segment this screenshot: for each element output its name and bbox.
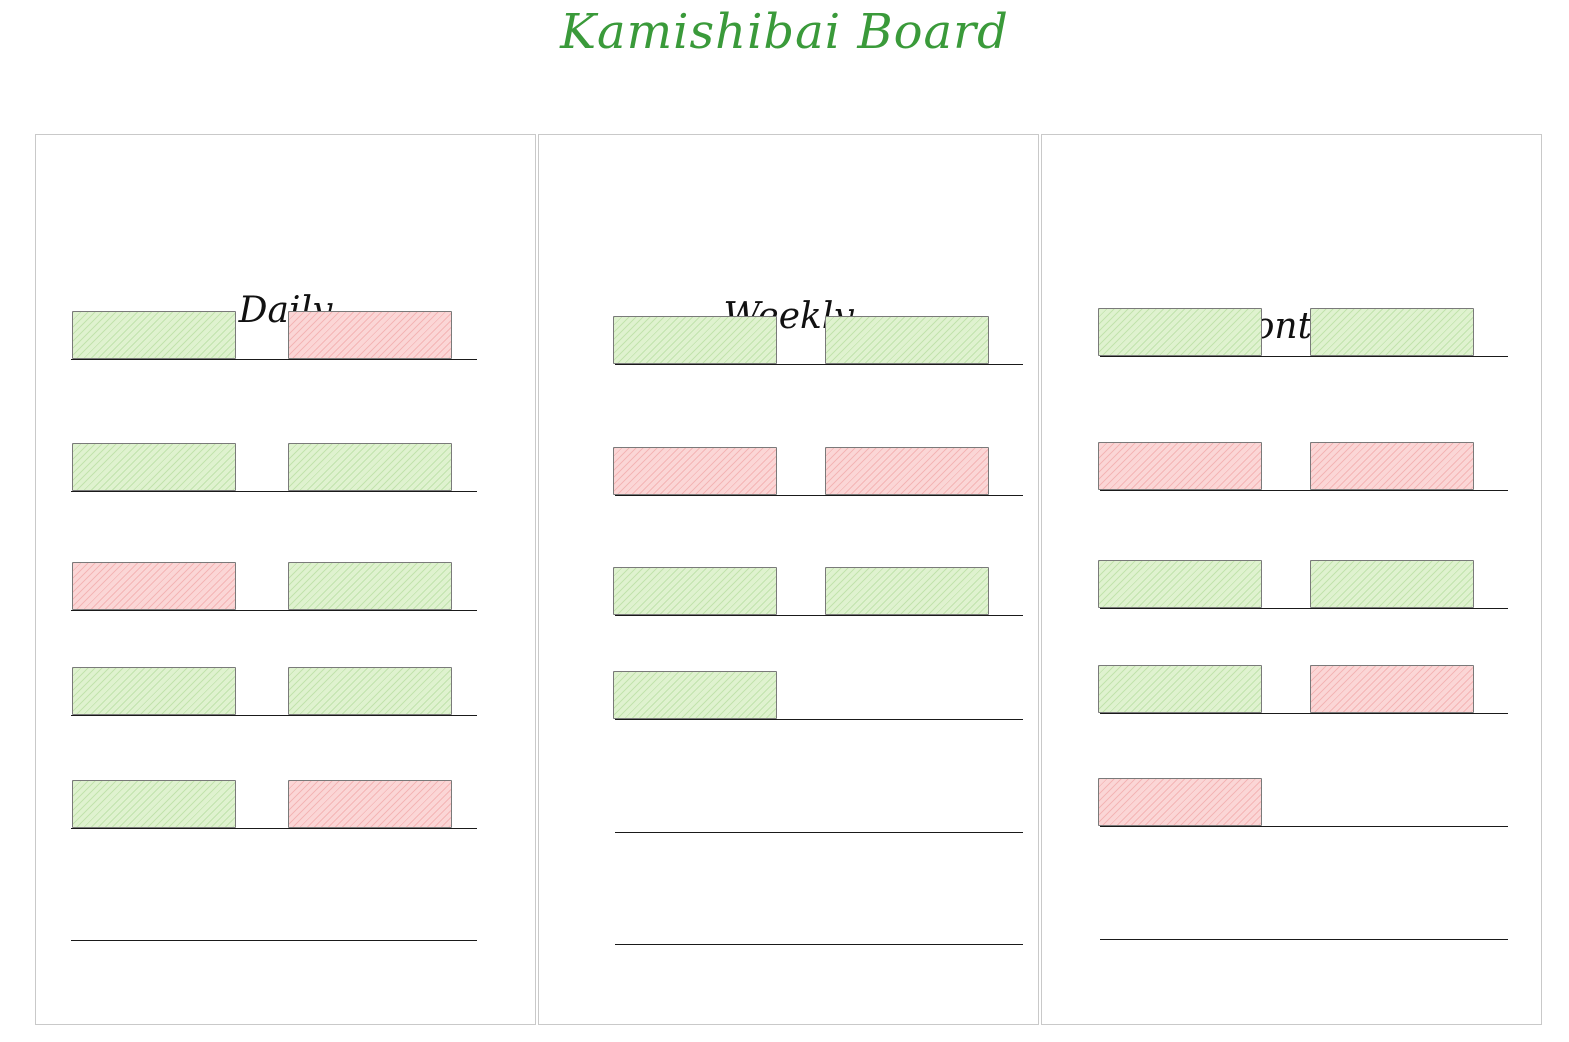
weekly-task-card-done[interactable] xyxy=(613,567,777,615)
monthly-row-line xyxy=(1100,608,1508,609)
monthly-row-line xyxy=(1100,939,1508,940)
monthly-row-line xyxy=(1100,356,1508,357)
daily-row-line xyxy=(71,359,477,360)
weekly-task-card-done[interactable] xyxy=(825,316,989,364)
column-daily: Daily xyxy=(35,134,536,1025)
monthly-task-card-not-done[interactable] xyxy=(1098,442,1262,490)
weekly-row-line xyxy=(615,832,1023,833)
weekly-row-line xyxy=(615,495,1023,496)
monthly-task-card-done[interactable] xyxy=(1098,560,1262,608)
daily-task-card-not-done[interactable] xyxy=(288,311,452,359)
daily-task-card-done[interactable] xyxy=(72,443,236,491)
daily-task-card-not-done[interactable] xyxy=(72,562,236,610)
monthly-task-card-done[interactable] xyxy=(1310,308,1474,356)
monthly-row-line xyxy=(1100,713,1508,714)
daily-task-card-done[interactable] xyxy=(72,667,236,715)
monthly-task-card-not-done[interactable] xyxy=(1098,778,1262,826)
weekly-task-card-done[interactable] xyxy=(613,671,777,719)
monthly-task-card-not-done[interactable] xyxy=(1310,665,1474,713)
monthly-row-line xyxy=(1100,490,1508,491)
daily-task-card-not-done[interactable] xyxy=(288,780,452,828)
monthly-task-card-done[interactable] xyxy=(1098,665,1262,713)
daily-row-line xyxy=(71,940,477,941)
weekly-task-card-not-done[interactable] xyxy=(613,447,777,495)
daily-task-card-done[interactable] xyxy=(288,667,452,715)
weekly-row-line xyxy=(615,615,1023,616)
monthly-task-card-not-done[interactable] xyxy=(1310,442,1474,490)
daily-row-line xyxy=(71,610,477,611)
weekly-row-line xyxy=(615,719,1023,720)
daily-task-card-done[interactable] xyxy=(288,443,452,491)
daily-task-card-done[interactable] xyxy=(72,780,236,828)
weekly-task-card-done[interactable] xyxy=(613,316,777,364)
board-title: Kamishibai Board xyxy=(560,4,1009,60)
weekly-row-line xyxy=(615,364,1023,365)
daily-row-line xyxy=(71,828,477,829)
daily-row-line xyxy=(71,715,477,716)
weekly-task-card-done[interactable] xyxy=(825,567,989,615)
weekly-row-line xyxy=(615,944,1023,945)
monthly-task-card-done[interactable] xyxy=(1310,560,1474,608)
column-weekly: Weekly xyxy=(538,134,1039,1025)
monthly-task-card-done[interactable] xyxy=(1098,308,1262,356)
daily-task-card-done[interactable] xyxy=(72,311,236,359)
daily-row-line xyxy=(71,491,477,492)
monthly-row-line xyxy=(1100,826,1508,827)
daily-task-card-done[interactable] xyxy=(288,562,452,610)
weekly-task-card-not-done[interactable] xyxy=(825,447,989,495)
column-monthly: Monthly xyxy=(1041,134,1542,1025)
